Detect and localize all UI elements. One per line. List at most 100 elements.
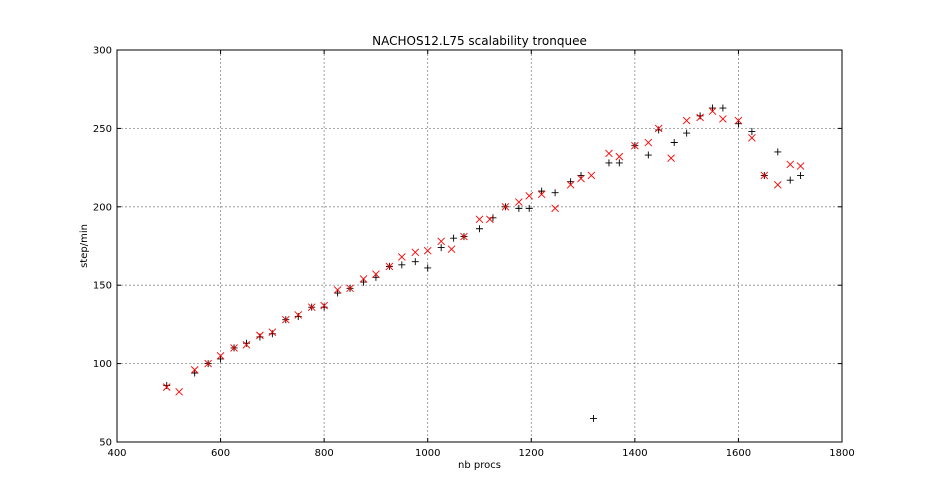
data-point-plus — [515, 204, 523, 212]
data-point-plus — [734, 120, 742, 128]
x-tick-label: 1400 — [622, 448, 647, 459]
data-point-x — [537, 190, 546, 199]
data-point-x — [525, 192, 534, 200]
data-point-x — [230, 344, 238, 352]
data-point-plus — [748, 128, 756, 136]
data-point-x — [501, 202, 510, 211]
data-point-x — [786, 160, 795, 169]
data-point-x — [644, 138, 653, 147]
data-point-x — [359, 275, 368, 283]
data-point-plus — [567, 178, 575, 186]
data-point-x — [423, 246, 432, 255]
data-point-x — [216, 351, 225, 360]
data-point-x — [372, 270, 380, 279]
y-axis-label: step/min — [79, 224, 90, 268]
data-point-x — [566, 181, 575, 189]
data-point-plus — [786, 176, 794, 184]
data-point-plus — [411, 258, 419, 266]
data-point-plus — [489, 214, 497, 222]
data-point-plus — [670, 139, 678, 147]
y-tick-label: 100 — [93, 359, 112, 370]
data-point-x — [162, 383, 171, 391]
data-point-x — [346, 284, 354, 293]
data-point-plus — [605, 159, 613, 167]
data-point-x — [667, 154, 675, 163]
data-point-x — [605, 149, 613, 158]
data-point-x — [242, 340, 251, 349]
x-tick-label: 800 — [315, 448, 334, 459]
data-point-x — [411, 248, 420, 257]
data-point-plus — [294, 313, 302, 321]
y-tick-label: 200 — [93, 202, 112, 213]
x-tick-label: 1000 — [415, 448, 440, 459]
data-point-plus — [696, 112, 704, 120]
data-point-x — [475, 215, 484, 224]
data-point-plus — [268, 330, 276, 338]
y-tick-label: 150 — [93, 281, 112, 292]
data-point-x — [708, 107, 717, 115]
data-point-x — [719, 115, 727, 123]
data-point-x — [175, 388, 183, 396]
data-point-x — [307, 303, 316, 311]
data-point-plus — [242, 339, 250, 347]
data-series — [162, 104, 805, 422]
x-tick-label: 1200 — [519, 448, 544, 459]
data-point-plus — [589, 414, 597, 422]
data-point-plus — [217, 355, 225, 363]
data-point-x — [460, 232, 468, 241]
data-point-plus — [360, 278, 367, 286]
data-point-x — [796, 162, 805, 170]
chart-title: NACHOS12.L75 scalability tronquee — [372, 34, 587, 48]
data-point-plus — [615, 159, 623, 167]
data-point-plus — [655, 126, 663, 134]
data-point-x — [385, 262, 394, 271]
data-point-x — [760, 171, 769, 180]
data-point-plus — [398, 261, 406, 269]
data-point-x — [256, 331, 264, 340]
black-plus-series — [163, 104, 805, 422]
data-point-plus — [719, 104, 727, 112]
data-point-x — [398, 253, 406, 261]
data-point-x — [748, 133, 756, 142]
data-point-x — [282, 315, 290, 324]
data-point-x — [696, 113, 704, 122]
data-point-plus — [191, 369, 199, 377]
plot-area-frame — [116, 49, 843, 443]
data-point-plus — [372, 273, 380, 281]
x-tick-label: 1600 — [726, 448, 751, 459]
data-point-plus — [476, 225, 483, 233]
data-point-x — [615, 152, 624, 161]
data-point-plus — [538, 187, 546, 195]
data-point-plus — [163, 382, 171, 390]
data-point-x — [190, 366, 199, 374]
data-point-x — [587, 171, 596, 180]
data-point-x — [294, 311, 303, 319]
data-point-plus — [683, 129, 691, 137]
data-point-x — [654, 124, 663, 133]
y-tick-label: 50 — [99, 438, 112, 449]
data-point-plus — [437, 244, 445, 252]
data-point-plus — [551, 189, 559, 197]
data-point-plus — [320, 303, 328, 311]
data-point-x — [682, 116, 691, 125]
x-axis-label: nb procs — [458, 460, 501, 471]
data-point-x — [773, 181, 782, 189]
y-tick-label: 250 — [93, 124, 112, 135]
data-point-x — [515, 198, 523, 206]
red-x-series — [162, 107, 805, 396]
data-point-x — [204, 359, 212, 368]
data-point-plus — [525, 204, 533, 212]
data-point-x — [734, 116, 743, 125]
data-point-plus — [577, 171, 585, 179]
x-tick-label: 400 — [107, 448, 126, 459]
data-point-plus — [450, 234, 458, 242]
data-point-x — [551, 204, 559, 213]
data-point-x — [437, 237, 445, 246]
data-point-plus — [256, 333, 264, 341]
data-point-x — [577, 174, 585, 183]
axis-ticks: 400 600 800 1000 1200 1400 1600 1800 50 100 150 200… — [93, 46, 855, 460]
data-point-x — [268, 328, 277, 337]
data-point-x — [486, 215, 494, 224]
x-tick-label: 600 — [211, 448, 230, 459]
